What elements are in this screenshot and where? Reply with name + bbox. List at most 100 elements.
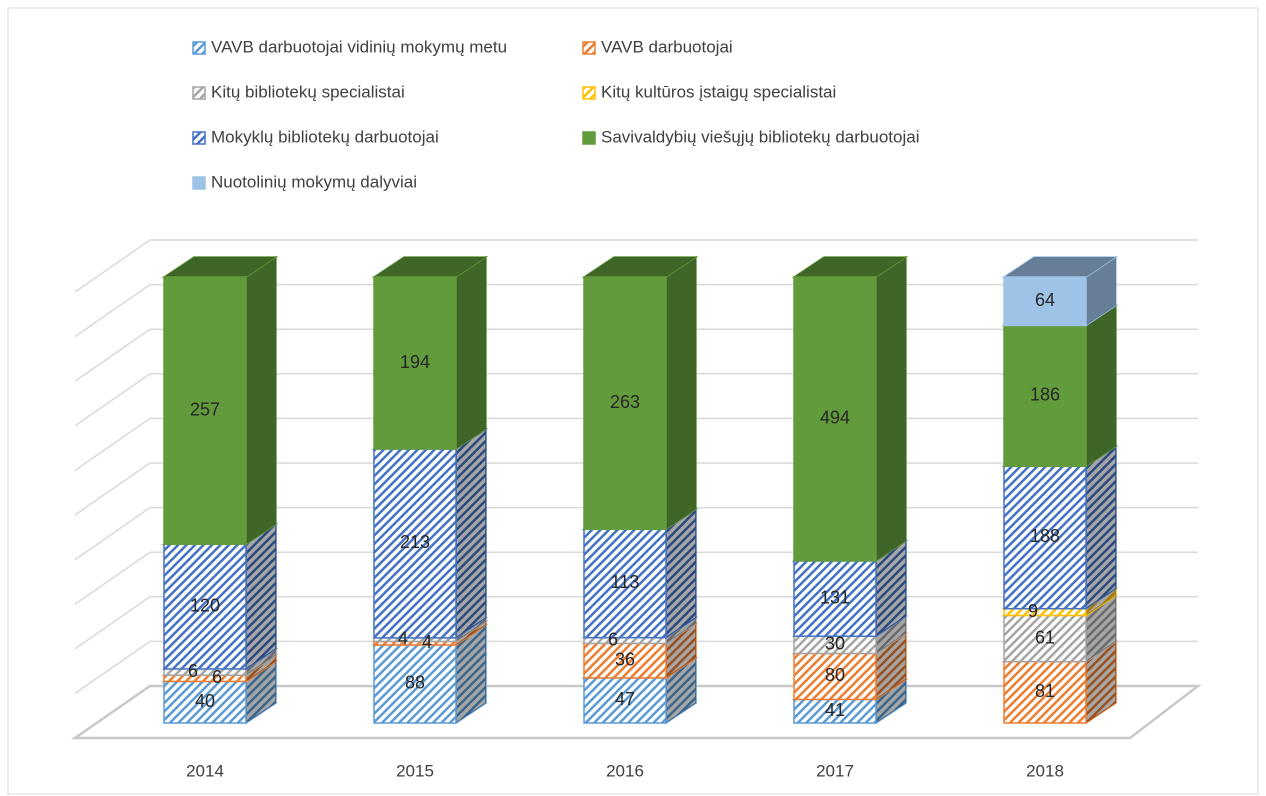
data-label: 186 <box>1030 385 1060 405</box>
bar-side-shade <box>876 616 906 654</box>
bar-front <box>163 668 247 676</box>
x-tick-label: 2014 <box>186 761 224 780</box>
bar-front <box>583 528 667 639</box>
bar-top-shade <box>164 257 276 277</box>
bar-front <box>1003 660 1087 724</box>
bar-side-shade <box>876 540 906 637</box>
legend-swatch <box>582 86 596 100</box>
data-label: 263 <box>610 392 640 412</box>
bar-front <box>1003 607 1087 617</box>
data-label: 120 <box>190 595 220 615</box>
data-label: 4 <box>422 632 432 652</box>
legend-swatch <box>192 131 206 145</box>
bar-front <box>583 276 667 531</box>
bar-side-shade <box>1086 257 1116 326</box>
data-label: 188 <box>1030 526 1060 546</box>
bar-side-shade <box>876 633 906 700</box>
data-label: 36 <box>615 649 635 669</box>
legend-label: VAVB darbuotojai vidinių mokymų metu <box>211 37 507 56</box>
data-label: 113 <box>611 572 640 592</box>
bar-segment <box>791 255 909 563</box>
bar-side-shade <box>1086 305 1116 467</box>
x-tick-label: 2016 <box>606 761 644 780</box>
bar-front <box>583 642 667 679</box>
bar-side-shade <box>876 257 906 561</box>
bar-top-shade <box>794 257 906 277</box>
bar-side-shade <box>1086 595 1116 662</box>
bar-front <box>793 276 877 562</box>
bar-segment <box>1001 255 1119 327</box>
data-label: 4 <box>398 628 408 648</box>
bar-front <box>1003 324 1087 468</box>
bar-front <box>1003 465 1087 610</box>
legend-swatch <box>582 41 596 55</box>
bar-front <box>793 560 877 637</box>
legend-swatch <box>192 86 206 100</box>
x-tick-label: 2018 <box>1026 761 1064 780</box>
bar-segment <box>371 623 489 725</box>
data-label: 257 <box>190 399 220 419</box>
bar-side-shade <box>456 257 486 450</box>
bar-side-shade <box>246 257 276 545</box>
bar-side-shade <box>456 624 486 723</box>
bar-side-shade <box>246 655 276 682</box>
bar-side-shade <box>666 623 696 678</box>
bar-top-shade <box>1004 257 1116 277</box>
data-label: 6 <box>188 661 198 681</box>
bar-segment <box>371 255 489 451</box>
data-label: 131 <box>820 587 850 607</box>
bar-front <box>163 276 247 545</box>
bar-front <box>163 674 247 683</box>
legend-swatch <box>192 41 206 55</box>
bar-side-shade <box>666 257 696 530</box>
legend-label: Kitų bibliotekų specialistai <box>211 82 405 101</box>
data-label: 194 <box>400 352 430 372</box>
bar-front <box>373 276 457 450</box>
data-label: 41 <box>825 700 845 720</box>
data-label: 30 <box>825 634 845 654</box>
bar-top-shade <box>584 257 696 277</box>
data-label: 47 <box>615 689 635 709</box>
bar-segment <box>161 255 279 546</box>
data-label: 494 <box>820 408 850 428</box>
bar-side-shade <box>246 524 276 669</box>
bar-segment <box>581 255 699 531</box>
bar-front <box>373 644 457 724</box>
bar-side-shade <box>1086 588 1116 616</box>
x-tick-label: 2017 <box>816 761 854 780</box>
data-label: 213 <box>400 532 430 552</box>
bar-side-shade <box>456 429 486 638</box>
data-label: 81 <box>1035 681 1055 701</box>
data-label: 9 <box>1028 601 1038 621</box>
bar-side-shade <box>666 657 696 723</box>
data-label: 80 <box>825 665 845 685</box>
data-label: 6 <box>608 629 618 649</box>
bar-side-shade <box>666 509 696 638</box>
data-label: 6 <box>212 667 222 687</box>
data-label: 40 <box>195 691 215 711</box>
bar-side-shade <box>876 679 906 723</box>
x-tick-label: 2015 <box>396 761 434 780</box>
bar-front <box>373 448 457 639</box>
legend-swatch <box>192 176 206 190</box>
bar-side-shade <box>1086 446 1116 609</box>
bar-front <box>1003 276 1087 327</box>
grid-line <box>74 239 1198 293</box>
legend-label: Mokyklų bibliotekų darbuotojai <box>211 127 439 146</box>
bar-front <box>583 636 667 645</box>
legend-label: Savivaldybių viešųjų bibliotekų darbuoto… <box>601 127 919 146</box>
legend-label: VAVB darbuotojai <box>601 37 733 56</box>
bar-front <box>163 543 247 670</box>
data-label: 88 <box>405 673 425 693</box>
data-label: 64 <box>1035 290 1055 310</box>
bar-top-shade <box>374 257 486 277</box>
bar-side-shade <box>666 617 696 644</box>
bar-side-shade <box>1086 641 1116 723</box>
legend-label: Kitų kultūros įstaigų specialistai <box>601 82 836 101</box>
bar-front <box>163 680 247 724</box>
legend-label: Nuotolinių mokymų dalyviai <box>211 172 417 191</box>
legend-swatch <box>582 131 596 145</box>
bar-front <box>1003 614 1087 663</box>
data-label: 61 <box>1035 627 1055 647</box>
